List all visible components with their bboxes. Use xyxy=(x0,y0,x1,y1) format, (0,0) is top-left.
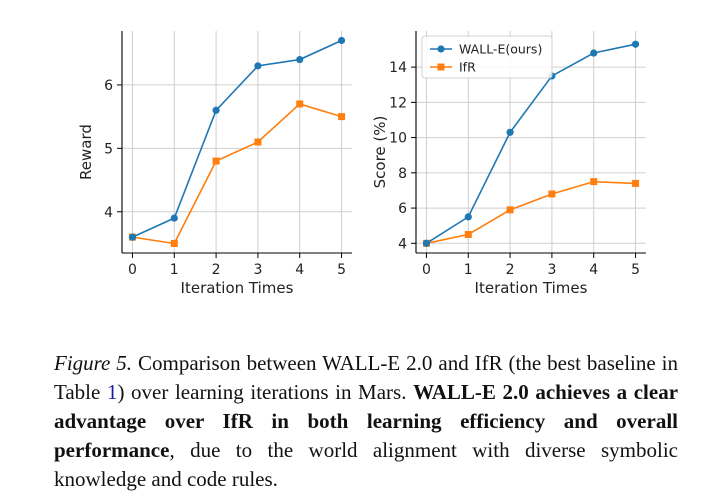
series-line xyxy=(426,43,636,244)
legend: WALL-E(ours) IfR xyxy=(421,35,553,79)
x-tick-label: 1 xyxy=(170,262,179,278)
series-line xyxy=(132,39,342,238)
data-point-square xyxy=(254,138,262,146)
legend-marker-circle xyxy=(437,45,445,53)
legend-marker-square xyxy=(437,63,445,71)
y-tick-label: 4 xyxy=(104,205,113,221)
x-tick-label: 4 xyxy=(295,262,304,278)
caption-bold-text: WALL-E 2.0 achieves a clear advantage ov… xyxy=(54,380,679,462)
y-tick-label: 6 xyxy=(398,201,407,217)
y-axis-label: Score (%) xyxy=(371,116,389,189)
data-point-square xyxy=(548,190,556,198)
caption-text-2: ) over learning iterations in Mars. xyxy=(117,380,414,404)
y-tick-label: 12 xyxy=(389,95,407,111)
y-tick-label: 8 xyxy=(398,166,407,182)
legend-label: IfR xyxy=(459,60,476,75)
data-point-circle xyxy=(464,213,472,221)
x-tick-label: 1 xyxy=(464,262,473,278)
data-point-circle xyxy=(506,128,514,136)
x-tick-label: 0 xyxy=(422,262,431,278)
x-tick-label: 2 xyxy=(506,262,515,278)
x-tick-label: 5 xyxy=(631,262,640,278)
legend-label: WALL-E(ours) xyxy=(459,42,542,57)
x-tick-label: 3 xyxy=(253,262,262,278)
x-tick-label: 0 xyxy=(128,262,137,278)
data-point-square xyxy=(338,113,346,121)
caption-text-1: Comparison between WALL-E 2.0 and IfR (t… xyxy=(54,351,678,404)
data-point-circle xyxy=(170,214,178,222)
y-tick-label: 4 xyxy=(398,236,407,252)
data-point-circle xyxy=(254,62,262,70)
x-tick-label: 4 xyxy=(589,262,598,278)
data-point-circle xyxy=(337,36,346,45)
data-point-square xyxy=(296,100,304,108)
data-point-circle xyxy=(128,233,137,241)
data-point-circle xyxy=(422,239,431,247)
table-reference-link[interactable]: 1 xyxy=(106,380,118,404)
data-point-circle xyxy=(296,55,304,64)
data-point-circle xyxy=(631,40,640,48)
y-tick-label: 5 xyxy=(104,141,113,157)
y-tick-label: 6 xyxy=(104,78,113,94)
legend-box xyxy=(421,35,553,79)
data-point-square xyxy=(632,179,640,187)
x-tick-label: 2 xyxy=(212,262,221,278)
x-axis-label: Iteration Times xyxy=(181,279,294,297)
data-point-square xyxy=(170,239,178,247)
chart-1: 0 1 2 3 4 5 4 5 6 Iteration Times Reward xyxy=(77,31,352,297)
data-point-square xyxy=(212,157,220,165)
x-axis-label: Iteration Times xyxy=(475,279,588,297)
data-point-circle xyxy=(212,106,220,114)
figure-caption: Figure 5. Comparison between WALL-E 2.0 … xyxy=(54,349,678,494)
caption-label: Figure 5. xyxy=(54,351,133,375)
figure: 0 1 2 3 4 5 4 5 6 Iteration Times Reward 0 1 2 3 4 5 4 6 8 1… xyxy=(77,31,646,297)
data-point-square xyxy=(464,231,472,238)
data-point-square xyxy=(506,206,514,214)
series-line xyxy=(426,180,636,245)
series-line xyxy=(132,103,342,245)
y-tick-label: 10 xyxy=(389,131,407,147)
y-axis-label: Reward xyxy=(77,124,95,180)
data-point-square xyxy=(590,178,598,186)
x-tick-label: 5 xyxy=(337,262,346,278)
x-tick-label: 3 xyxy=(547,262,556,278)
caption-text-3: , due to the world alignment with divers… xyxy=(54,438,678,491)
data-point-circle xyxy=(590,49,598,57)
y-tick-label: 14 xyxy=(389,60,407,76)
